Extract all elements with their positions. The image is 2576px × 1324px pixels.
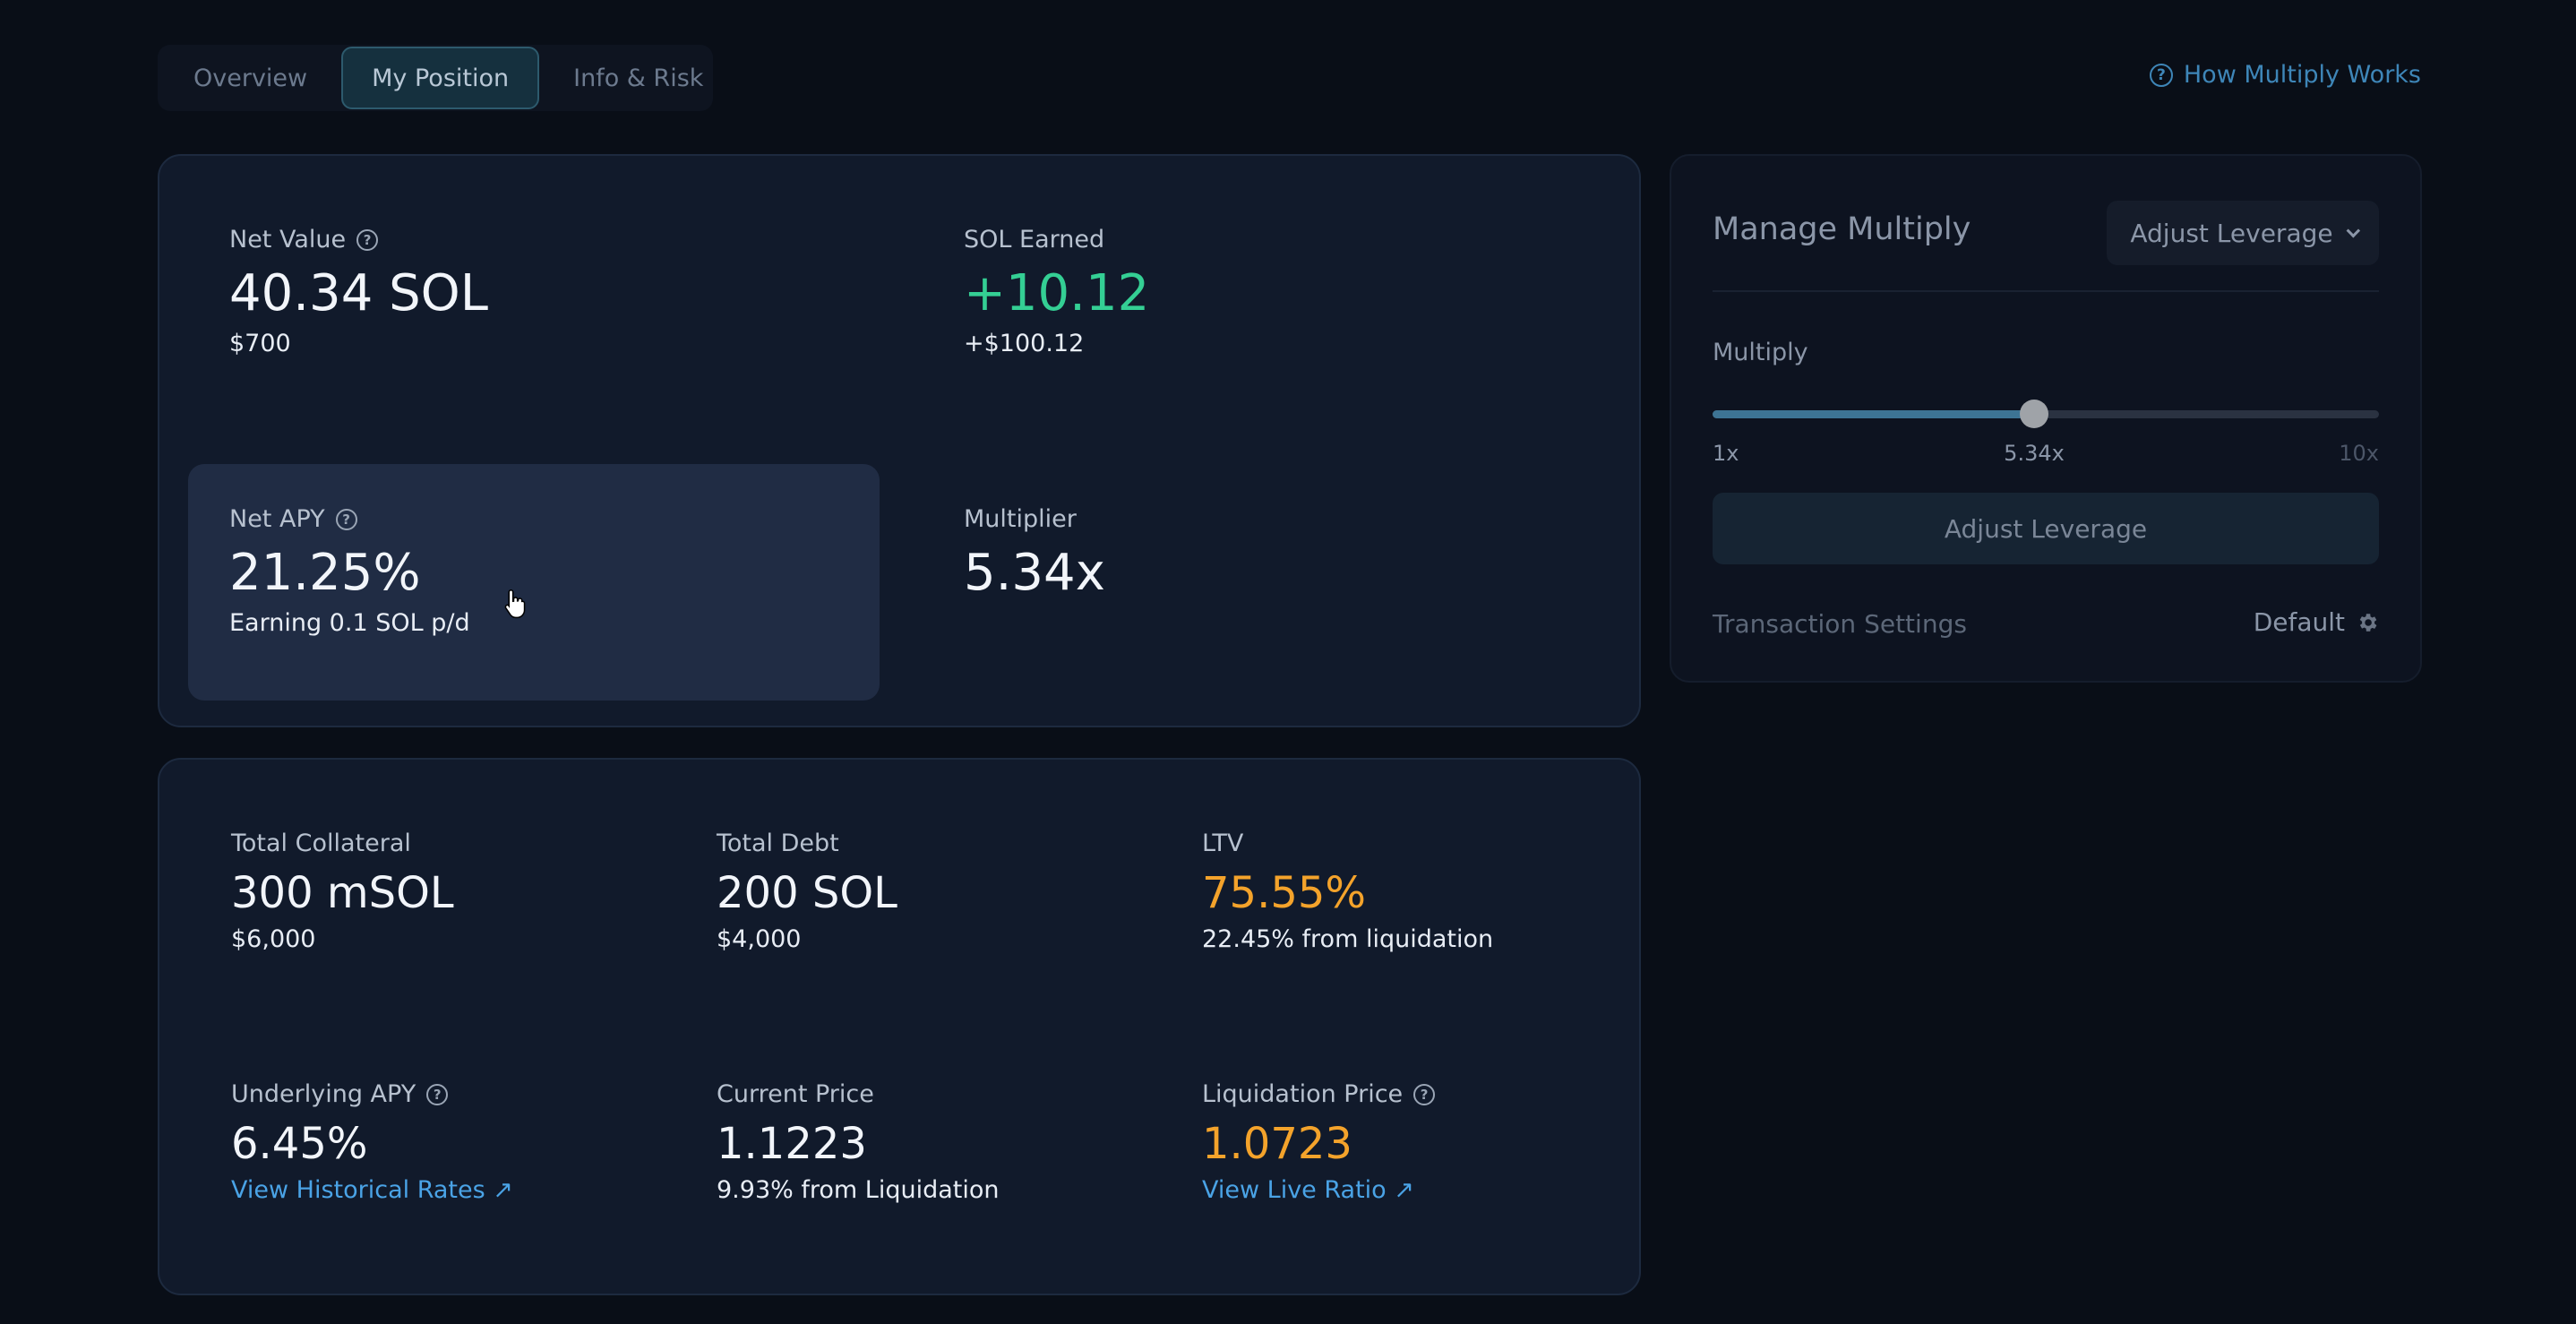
manage-multiply-panel: Manage Multiply Adjust Leverage Multiply… [1670,154,2422,683]
hand-cursor-icon [504,589,526,619]
sol-earned-amount: +10.12 [964,264,1150,322]
multiply-label: Multiply [1713,339,1808,366]
view-live-ratio-link[interactable]: View Live Ratio ↗ [1202,1176,1414,1204]
position-details-card: Total Collateral 300 mSOL $6,000 Total D… [158,758,1641,1295]
slider-min-label: 1x [1713,441,1739,466]
liquidation-price-label: Liquidation Price [1202,1080,1404,1108]
net-value-label: Net Value [229,226,347,254]
how-multiply-works-label: How Multiply Works [2183,61,2421,89]
ltv-label: LTV [1202,830,1244,857]
underlying-apy-label: Underlying APY [231,1080,416,1108]
view-historical-rates-link[interactable]: View Historical Rates ↗ [231,1176,513,1204]
total-debt-stat: Total Debt 200 SOL $4,000 [717,830,897,953]
sol-earned-stat: SOL Earned +10.12 +$100.12 [964,226,1149,357]
underlying-apy-value: 6.45% [231,1119,368,1169]
underlying-apy-stat: Underlying APY ? 6.45% View Historical R… [231,1080,513,1204]
total-debt-usd: $4,000 [717,925,802,953]
net-apy-hover-highlight [188,464,880,701]
multiplier-label: Multiplier [964,505,1077,533]
gear-icon [2359,613,2377,632]
total-collateral-stat: Total Collateral 300 mSOL $6,000 [231,830,454,953]
net-apy-earning: Earning 0.1 SOL p/d [229,609,470,637]
manage-multiply-title: Manage Multiply [1713,211,1971,247]
current-price-value: 1.1223 [717,1119,867,1169]
adjust-leverage-button[interactable]: Adjust Leverage [1713,493,2379,564]
current-price-label: Current Price [717,1080,874,1108]
liquidation-price-stat: Liquidation Price ? 1.0723 View Live Rat… [1202,1080,1436,1204]
transaction-settings-label: Transaction Settings [1713,609,1967,639]
net-value-stat: Net Value ? 40.34 SOL $700 [229,226,488,357]
total-collateral-usd: $6,000 [231,925,316,953]
mode-dropdown[interactable]: Adjust Leverage [2107,201,2379,265]
total-debt-label: Total Debt [717,830,839,857]
net-value-amount: 40.34 SOL [229,264,488,322]
ltv-value: 75.55% [1202,868,1367,918]
ltv-stat: LTV 75.55% 22.45% from liquidation [1202,830,1493,953]
net-value-help-icon[interactable]: ? [356,228,379,251]
liquidation-price-value: 1.0723 [1202,1119,1352,1169]
tab-my-position[interactable]: My Position [341,47,540,109]
total-collateral-value: 300 mSOL [231,868,454,918]
position-summary-card: Net Value ? 40.34 SOL $700 SOL Earned +1… [158,154,1641,727]
transaction-settings-value: Default [2253,607,2345,637]
transaction-settings-button[interactable]: Default [2254,607,2379,637]
total-collateral-label: Total Collateral [231,830,411,857]
multiply-slider[interactable] [1713,398,2379,430]
slider-max-label: 10x [2339,441,2379,466]
current-price-from-liquidation: 9.93% from Liquidation [717,1176,1000,1204]
net-apy-stat: Net APY ? 21.25% Earning 0.1 SOL p/d [229,505,470,637]
question-circle-icon: ? [2149,63,2173,87]
slider-handle[interactable] [2020,400,2048,428]
how-multiply-works-link[interactable]: ? How Multiply Works [2149,61,2421,89]
sol-earned-usd: +$100.12 [964,330,1085,357]
panel-divider [1713,290,2379,292]
current-price-stat: Current Price 1.1223 9.93% from Liquidat… [717,1080,999,1204]
multiplier-stat: Multiplier 5.34x [964,505,1105,602]
tab-overview[interactable]: Overview [193,64,308,92]
mode-dropdown-label: Adjust Leverage [2130,218,2333,248]
ltv-from-liquidation: 22.45% from liquidation [1202,925,1494,953]
tab-info-risk[interactable]: Info & Risk [573,64,704,92]
sol-earned-label: SOL Earned [964,226,1105,254]
liquidation-price-help-icon[interactable]: ? [1413,1083,1436,1105]
underlying-apy-help-icon[interactable]: ? [426,1083,449,1105]
tab-bar: Overview My Position Info & Risk [158,45,713,111]
net-apy-help-icon[interactable]: ? [335,508,357,530]
net-apy-value: 21.25% [229,544,421,602]
chevron-down-icon [2346,223,2360,237]
total-debt-value: 200 SOL [717,868,897,918]
multiplier-value: 5.34x [964,544,1105,602]
slider-fill [1713,410,2034,418]
net-value-usd: $700 [229,330,291,357]
net-apy-label: Net APY [229,505,325,533]
slider-current-label: 5.34x [2004,441,2065,466]
